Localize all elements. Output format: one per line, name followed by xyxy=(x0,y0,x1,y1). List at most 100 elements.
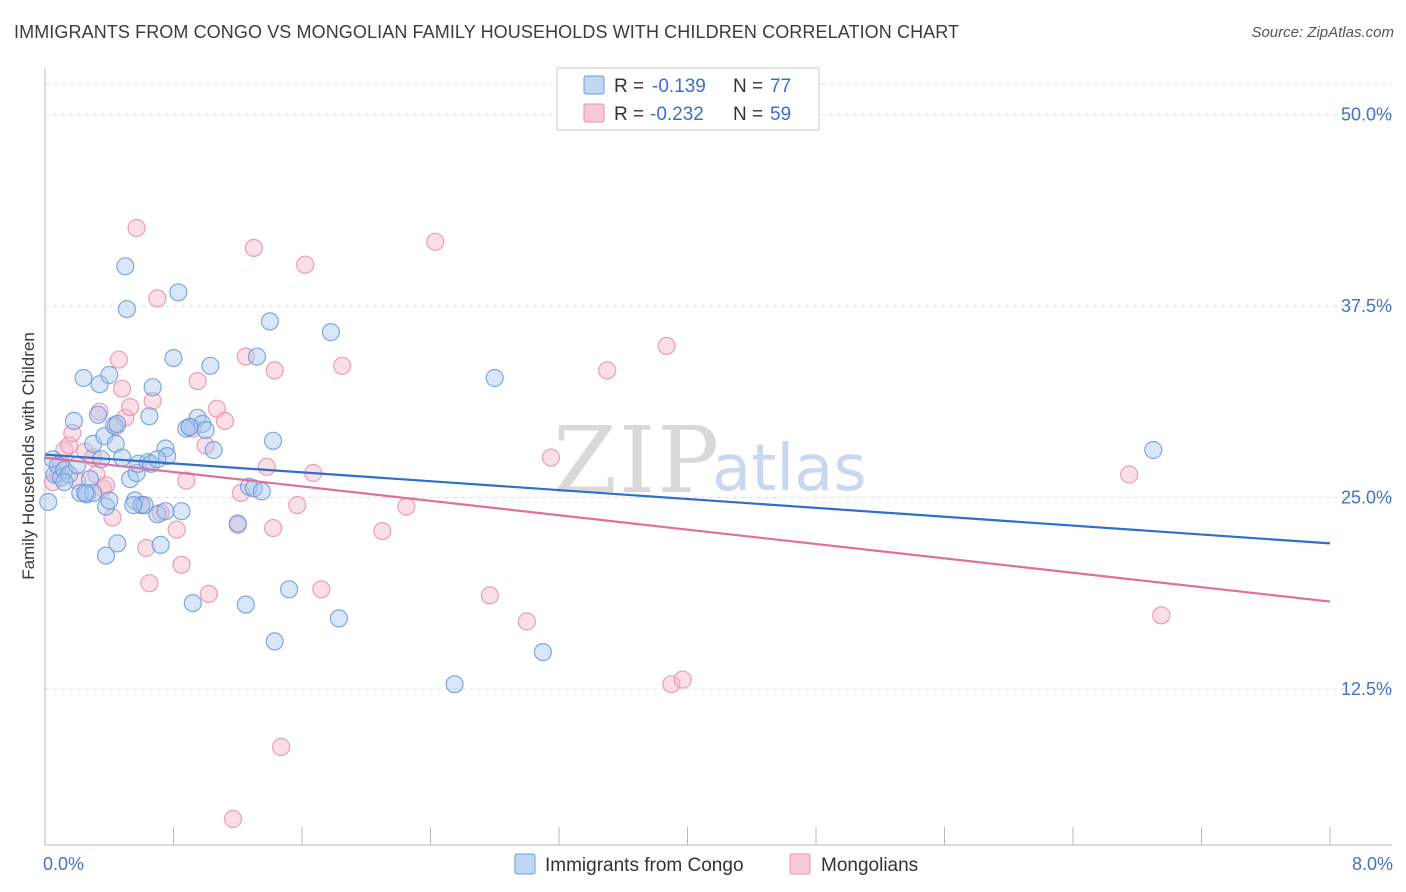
congo-trend-line xyxy=(44,453,1331,545)
congo-point xyxy=(108,534,127,553)
congo-point xyxy=(74,368,93,388)
y-tick-label: 50.0% xyxy=(1341,105,1392,125)
mongolian-point xyxy=(140,574,159,593)
y-tick-labels: 12.5% 25.0% 37.5% 50.0% xyxy=(1341,105,1392,699)
x-tick-label-min: 0.0% xyxy=(43,854,84,874)
legend-bottom: Immigrants from Congo Mongolians xyxy=(514,853,918,876)
congo-point xyxy=(201,356,220,375)
congo-point xyxy=(88,405,108,424)
congo-point xyxy=(140,407,159,426)
congo-point xyxy=(280,580,299,599)
mongolian-point xyxy=(1152,606,1171,625)
congo-point xyxy=(100,491,119,510)
mongolian-point xyxy=(127,218,146,238)
mongolian-point xyxy=(177,471,196,490)
mongolian-point xyxy=(312,580,331,599)
congo-point xyxy=(76,483,95,502)
congo-point xyxy=(116,257,135,276)
congo-point xyxy=(204,440,223,460)
legend-swatch-mongolians xyxy=(583,103,605,123)
y-tick-label: 37.5% xyxy=(1341,296,1392,316)
congo-point xyxy=(151,535,170,555)
bottom-legend-label-mongolians: Mongolians xyxy=(821,855,918,876)
mongolian-point xyxy=(1120,465,1139,484)
congo-point xyxy=(143,378,162,397)
congo-point xyxy=(39,492,58,512)
mongolian-point xyxy=(517,612,537,631)
mongolian-point xyxy=(264,518,283,538)
mongolian-trend-line xyxy=(44,456,1331,603)
legend-r-value-1: -0.139 xyxy=(652,76,706,97)
mongolian-point xyxy=(480,586,499,605)
bottom-legend-swatch-congo xyxy=(514,853,536,875)
legend-r-label-2: R = xyxy=(614,104,644,125)
mongolian-point xyxy=(657,336,676,355)
congo-point xyxy=(90,375,109,394)
congo-point xyxy=(260,312,279,331)
mongolian-point xyxy=(257,457,276,476)
congo-point xyxy=(183,593,202,613)
data-points xyxy=(39,218,1171,829)
congo-point xyxy=(164,349,183,368)
congo-point xyxy=(247,347,267,366)
congo-point xyxy=(71,483,90,502)
congo-point xyxy=(321,323,340,342)
legend-n-value-1: 77 xyxy=(770,76,791,97)
congo-point xyxy=(112,448,132,467)
legend-r-label-1: R = xyxy=(614,76,644,97)
legend-r-value-2: -0.232 xyxy=(650,104,704,125)
watermark-zip: ZIP xyxy=(553,407,721,514)
congo-point xyxy=(445,675,464,694)
y-tick-label: 25.0% xyxy=(1341,487,1392,507)
watermark-atlas: atlas xyxy=(712,432,867,506)
mongolian-point xyxy=(199,584,218,604)
mongolian-point xyxy=(288,496,307,515)
congo-point xyxy=(1144,440,1163,460)
mongolian-point xyxy=(373,521,392,541)
congo-point xyxy=(264,431,283,450)
mongolian-point xyxy=(662,675,681,694)
mongolian-point xyxy=(223,809,242,829)
congo-point xyxy=(124,496,143,515)
mongolian-point xyxy=(426,232,445,251)
congo-point xyxy=(252,482,271,501)
mongolian-point xyxy=(137,538,156,558)
y-tick-label: 12.5% xyxy=(1341,679,1392,699)
mongolian-point xyxy=(121,398,140,417)
mongolian-point xyxy=(90,402,109,421)
congo-point xyxy=(156,502,175,521)
mongolian-point xyxy=(333,356,352,375)
congo-point xyxy=(100,365,119,385)
mongolian-point xyxy=(397,497,416,516)
congo-point xyxy=(117,300,137,319)
y-axis-label: Family Households with Children xyxy=(19,332,38,580)
congo-point xyxy=(533,642,553,662)
mongolian-point xyxy=(215,411,234,430)
bottom-legend-swatch-mongolians xyxy=(789,853,811,875)
mongolian-point xyxy=(296,255,315,274)
congo-point xyxy=(196,421,215,440)
congo-point xyxy=(169,283,188,302)
congo-point xyxy=(64,411,84,430)
mongolian-point xyxy=(112,379,132,398)
congo-point xyxy=(265,632,284,651)
congo-point xyxy=(67,456,87,475)
legend-top: R = -0.139 N = 77 R = -0.232 N = 59 xyxy=(556,67,820,131)
congo-point xyxy=(148,450,167,469)
mongolian-point xyxy=(541,448,561,467)
congo-point xyxy=(180,417,199,437)
congo-point xyxy=(108,414,127,434)
x-tick-label-max: 8.0% xyxy=(1352,854,1393,874)
congo-point xyxy=(329,609,348,628)
source-label: Source: ZipAtlas.com xyxy=(1251,24,1394,41)
mongolian-point xyxy=(148,289,167,308)
mongolian-point xyxy=(143,391,162,411)
x-tick-labels: 0.0% 8.0% xyxy=(43,854,1393,874)
bottom-legend-label-congo: Immigrants from Congo xyxy=(545,855,744,876)
watermark: ZIP atlas xyxy=(553,407,867,514)
mongolian-point xyxy=(272,737,291,757)
mongolian-point xyxy=(265,361,284,380)
mongolian-point xyxy=(167,520,186,539)
congo-point xyxy=(172,502,191,521)
